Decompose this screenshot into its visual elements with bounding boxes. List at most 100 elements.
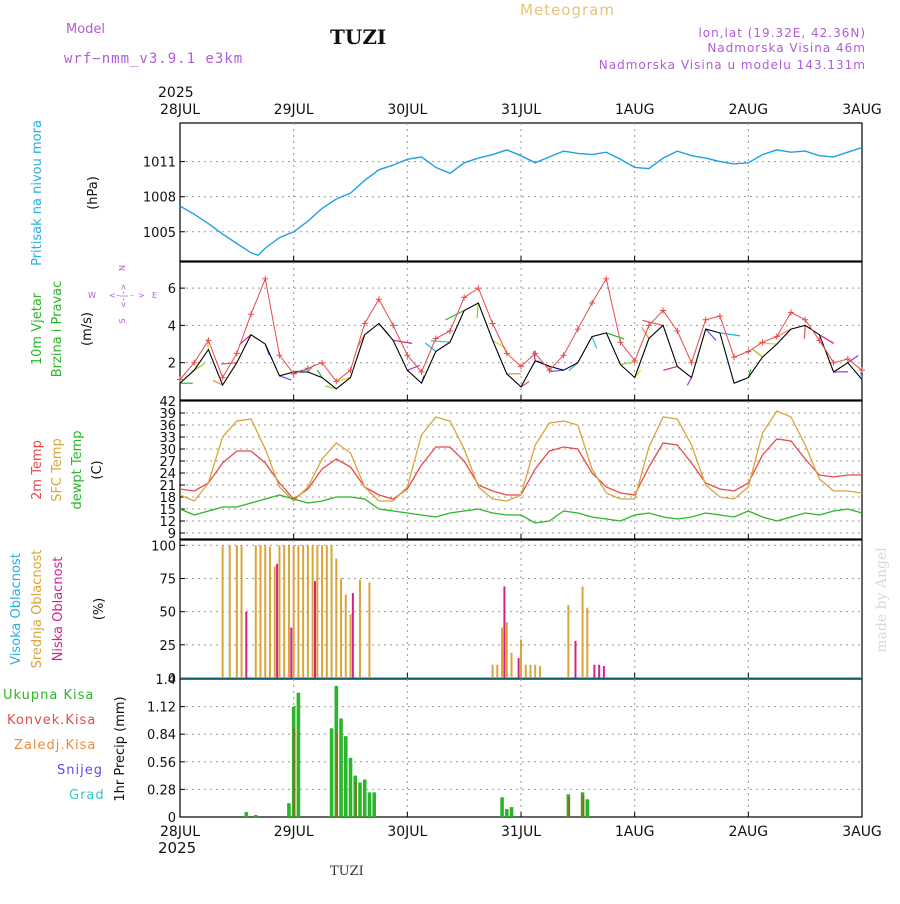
gust-marker (461, 294, 467, 300)
mid-cloud-bar (293, 545, 295, 678)
mid-cloud-bar (260, 545, 262, 678)
mid-cloud-bar (302, 545, 304, 678)
wind-arrow (663, 366, 677, 370)
compass-north: N (118, 265, 127, 271)
wind-arrow (279, 376, 291, 380)
y-tick-label: 1011 (143, 156, 176, 171)
gust-marker (248, 311, 254, 317)
time-label: 31JUL (501, 824, 541, 840)
low-cloud-bar (276, 564, 278, 678)
gust-marker (717, 313, 723, 319)
low-cloud-bar (598, 665, 600, 678)
gust-marker (760, 339, 766, 345)
total-rain-bar (254, 815, 258, 817)
conv-rain-bar (582, 795, 584, 817)
mid-cloud-bar (501, 628, 503, 678)
wind-arrow (687, 378, 691, 386)
mid-cloud-bar (288, 545, 290, 678)
y-tick-label: 1008 (143, 191, 176, 206)
mid-cloud-bar (496, 665, 498, 678)
mid-cloud-bar (529, 665, 531, 678)
compass-east: E (152, 291, 157, 300)
time-label: 3AUG (842, 102, 882, 118)
wind-arrow (477, 303, 478, 318)
y-tick-label: 50 (159, 606, 176, 621)
total-rain-bar (586, 799, 590, 817)
low-cloud-bar (574, 641, 576, 678)
total-rain-bar (245, 812, 249, 817)
dewpt-title: dewpt Temp (70, 430, 85, 509)
time-label: 1AUG (615, 102, 655, 118)
wind-title-line2: Brzina i Pravac (50, 281, 65, 378)
mid-cloud-bar (335, 559, 337, 678)
conv-rain-bar (355, 783, 357, 818)
pressure-title: Pritisak na nivou mora (30, 120, 45, 266)
total-rain-bar (287, 803, 291, 817)
mid-cloud-bar (368, 582, 370, 678)
mid-cloud-bar (312, 545, 314, 678)
compass-south: S (118, 318, 127, 323)
total-rain-bar (372, 792, 376, 817)
pressure-panel (180, 123, 862, 261)
gust-marker (447, 328, 453, 334)
mid-cloud-bar (340, 578, 342, 678)
total-rain-bar (500, 797, 504, 817)
y-tick-label: 0.28 (147, 783, 176, 798)
elevation-label: Nadmorska Visina 46m (707, 41, 866, 55)
station-title: TUZI (330, 25, 386, 49)
total-rain-bar (344, 736, 348, 817)
mid-cloud-bar (321, 545, 323, 678)
gust-marker (731, 354, 737, 360)
total-rain-bar (339, 718, 343, 817)
mid-cloud-bar (567, 605, 569, 678)
y-tick-label: 4 (168, 319, 176, 334)
mid-cloud-bar (525, 665, 527, 678)
gust-marker (589, 300, 595, 306)
year-label-top: 2025 (158, 85, 194, 101)
mid-cloud-bar (229, 545, 231, 678)
cloud-low-title: Niska Oblacnost (51, 557, 66, 662)
y-tick-label: 1005 (143, 226, 176, 241)
mid-cloud-bar (506, 622, 508, 678)
conv-rain-bar (568, 797, 570, 817)
compass-arrows: <–|–> (119, 284, 128, 308)
wind-arrow (804, 325, 805, 338)
mid-cloud-bar (359, 580, 361, 678)
precip-panel (180, 679, 862, 817)
y-tick-label: 42 (159, 395, 176, 410)
total-rain-bar (330, 728, 334, 817)
mid-cloud-bar (520, 640, 522, 678)
wind-arrow (431, 341, 450, 342)
wind-panel (180, 262, 862, 400)
y-tick-label: 75 (159, 572, 176, 587)
model-name: wrf−nmm_v3.9.1 e3km (64, 51, 243, 67)
time-label: 29JUL (274, 824, 314, 840)
gust-marker (689, 360, 695, 366)
mid-cloud-bar (345, 594, 347, 678)
t2m-title: 2m Temp (30, 440, 45, 500)
temperature-panel (180, 401, 862, 539)
mid-cloud-bar (326, 545, 328, 678)
time-label: 30JUL (387, 824, 427, 840)
sfc-title: SFC Temp (50, 438, 65, 502)
wind-speed-line (180, 303, 862, 389)
time-label: 31JUL (501, 102, 541, 118)
wind-arrow (194, 364, 204, 370)
y-tick-label: 2 (168, 357, 176, 372)
total-rain-bar (505, 809, 509, 817)
time-label: 29JUL (274, 102, 314, 118)
model-label: Model (66, 22, 105, 37)
gust-marker (745, 349, 751, 355)
wind-arrow (620, 362, 635, 365)
y-tick-label: 1.4 (155, 673, 176, 688)
gust-marker (475, 285, 481, 291)
mid-cloud-bar (236, 545, 238, 678)
y-tick-label: 1.12 (147, 701, 176, 716)
model-elevation-label: Nadmorska Visina u modelu 143.131m (599, 58, 866, 72)
mid-cloud-bar (350, 614, 352, 678)
mid-cloud-bar (278, 545, 280, 678)
gust-marker (262, 276, 268, 282)
